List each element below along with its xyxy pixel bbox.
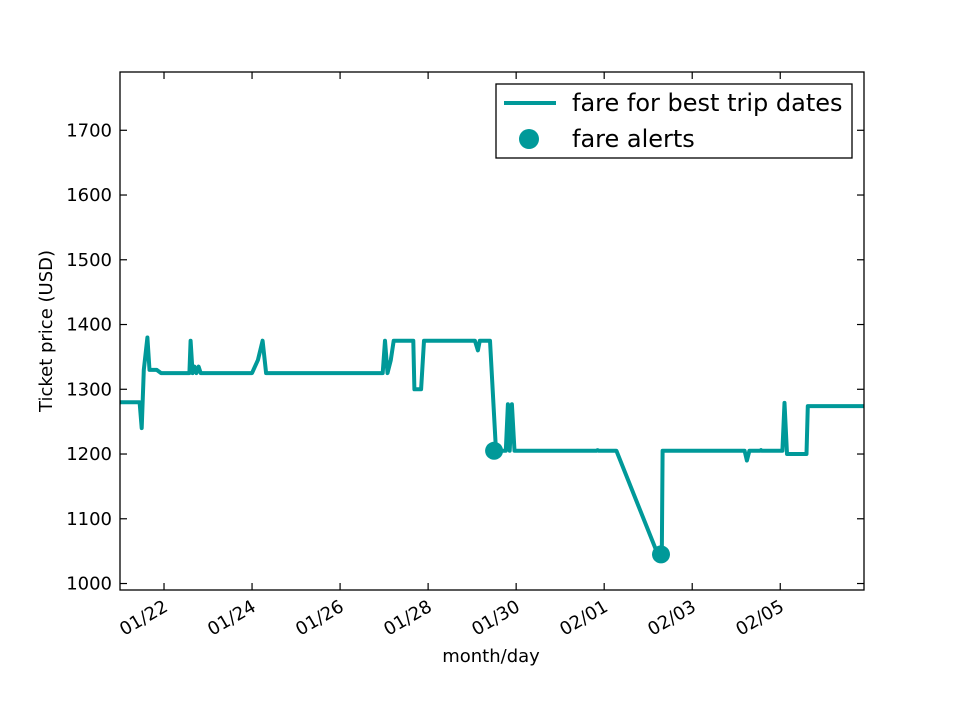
- y-tick-label: 1300: [66, 379, 112, 400]
- x-tick-label: 01/26: [292, 596, 347, 640]
- y-tick-label: 1200: [66, 444, 112, 465]
- legend-label-fare: fare for best trip dates: [572, 89, 843, 117]
- x-tick-label: 02/01: [556, 596, 611, 640]
- y-tick-label: 1500: [66, 250, 112, 271]
- legend-label-alerts: fare alerts: [572, 125, 695, 153]
- x-tick-label: 01/30: [468, 596, 523, 640]
- y-tick-label: 1600: [66, 185, 112, 206]
- y-tick-label: 1100: [66, 509, 112, 530]
- series-line-fare: [120, 335, 864, 557]
- x-tick-label: 01/22: [116, 596, 171, 640]
- y-axis-label: Ticket price (USD): [36, 250, 57, 413]
- fare-alert-marker-1: [485, 441, 504, 460]
- y-tick-label: 1700: [66, 120, 112, 141]
- y-tick-label: 1000: [66, 574, 112, 595]
- y-axis: 1000 1100 1200 1300 1400 1500 1600 1700: [66, 120, 864, 595]
- x-tick-label: 02/05: [732, 596, 787, 640]
- x-tick-label: 02/03: [644, 596, 699, 640]
- x-axis-label: month/day: [442, 646, 540, 667]
- legend-box: [495, 83, 853, 159]
- x-tick-label: 01/24: [204, 596, 259, 640]
- legend-marker-swatch: [519, 129, 539, 149]
- y-tick-label: 1400: [66, 315, 112, 336]
- series-layer: [120, 335, 864, 564]
- legend: fare for best trip dates fare alerts: [495, 83, 853, 159]
- plot-frame: [119, 71, 865, 591]
- x-tick-label: 01/28: [380, 596, 435, 640]
- fare-alert-marker-2: [652, 545, 670, 564]
